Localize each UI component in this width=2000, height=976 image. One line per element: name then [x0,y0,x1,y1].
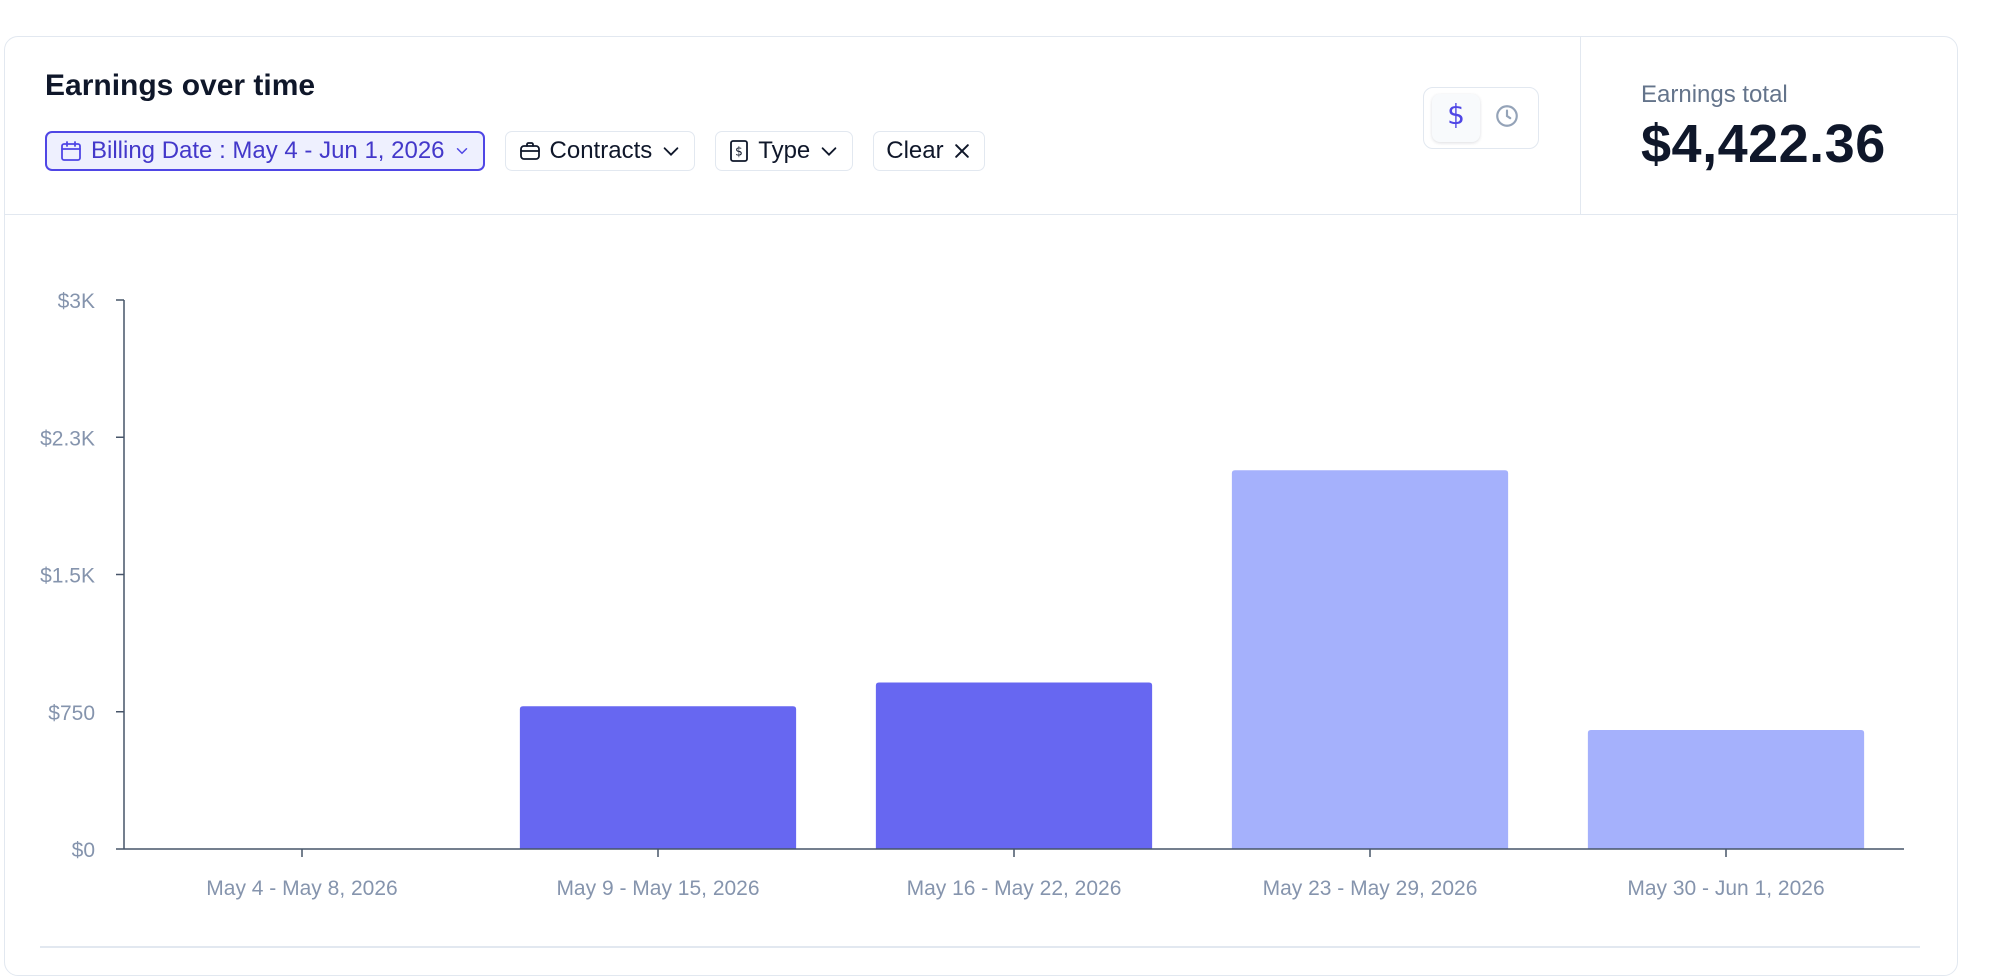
y-tick-label: $0 [72,839,95,862]
billing-date-label: Billing Date : May 4 - Jun 1, 2026 [91,137,445,164]
svg-text:$: $ [1447,101,1465,131]
card-header: Earnings over time Billing Date : May 4 … [5,37,1957,215]
chart-bar [875,682,1153,849]
y-tick-label: $750 [48,702,95,725]
card-title: Earnings over time [45,69,316,102]
earnings-total-label: Earnings total [1641,81,1788,108]
y-tick-label: $1.5K [40,565,95,588]
chart-bar [1587,730,1865,849]
header-divider [1580,37,1581,215]
earnings-total-value: $4,422.36 [1641,114,1886,174]
receipt-icon: $ [728,139,750,163]
clear-label: Clear [886,137,944,164]
contracts-filter[interactable]: Contracts [504,131,696,171]
chart-bar [1231,470,1509,849]
x-tick-label: May 16 - May 22, 2026 [907,877,1122,900]
x-tick-label: May 4 - May 8, 2026 [206,877,397,900]
filter-bar: Billing Date : May 4 - Jun 1, 2026 Contr… [45,131,985,171]
chevron-down-icon [660,140,682,162]
footer-divider [40,946,1920,948]
contracts-label: Contracts [549,137,653,164]
chevron-down-icon [818,140,840,162]
briefcase-icon [518,139,542,163]
close-icon [952,141,972,161]
x-tick-label: May 9 - May 15, 2026 [556,877,759,900]
view-toggle: $ [1423,87,1539,149]
x-tick-label: May 23 - May 29, 2026 [1263,877,1478,900]
chart-bar [519,706,797,849]
x-tick-label: May 30 - Jun 1, 2026 [1627,877,1824,900]
y-tick-label: $3K [58,290,95,313]
calendar-icon [59,139,83,163]
billing-date-filter[interactable]: Billing Date : May 4 - Jun 1, 2026 [45,131,485,171]
y-tick-label: $2.3K [40,427,95,450]
dollar-toggle-button[interactable]: $ [1431,94,1480,142]
clear-filters-button[interactable]: Clear [873,131,985,171]
clock-toggle-button[interactable] [1483,94,1531,142]
chevron-down-icon [453,142,471,160]
dollar-icon: $ [1443,98,1469,136]
svg-text:$: $ [735,145,743,159]
type-label: Type [758,137,811,164]
type-filter[interactable]: $ Type [715,131,854,171]
clock-icon [1494,103,1520,134]
